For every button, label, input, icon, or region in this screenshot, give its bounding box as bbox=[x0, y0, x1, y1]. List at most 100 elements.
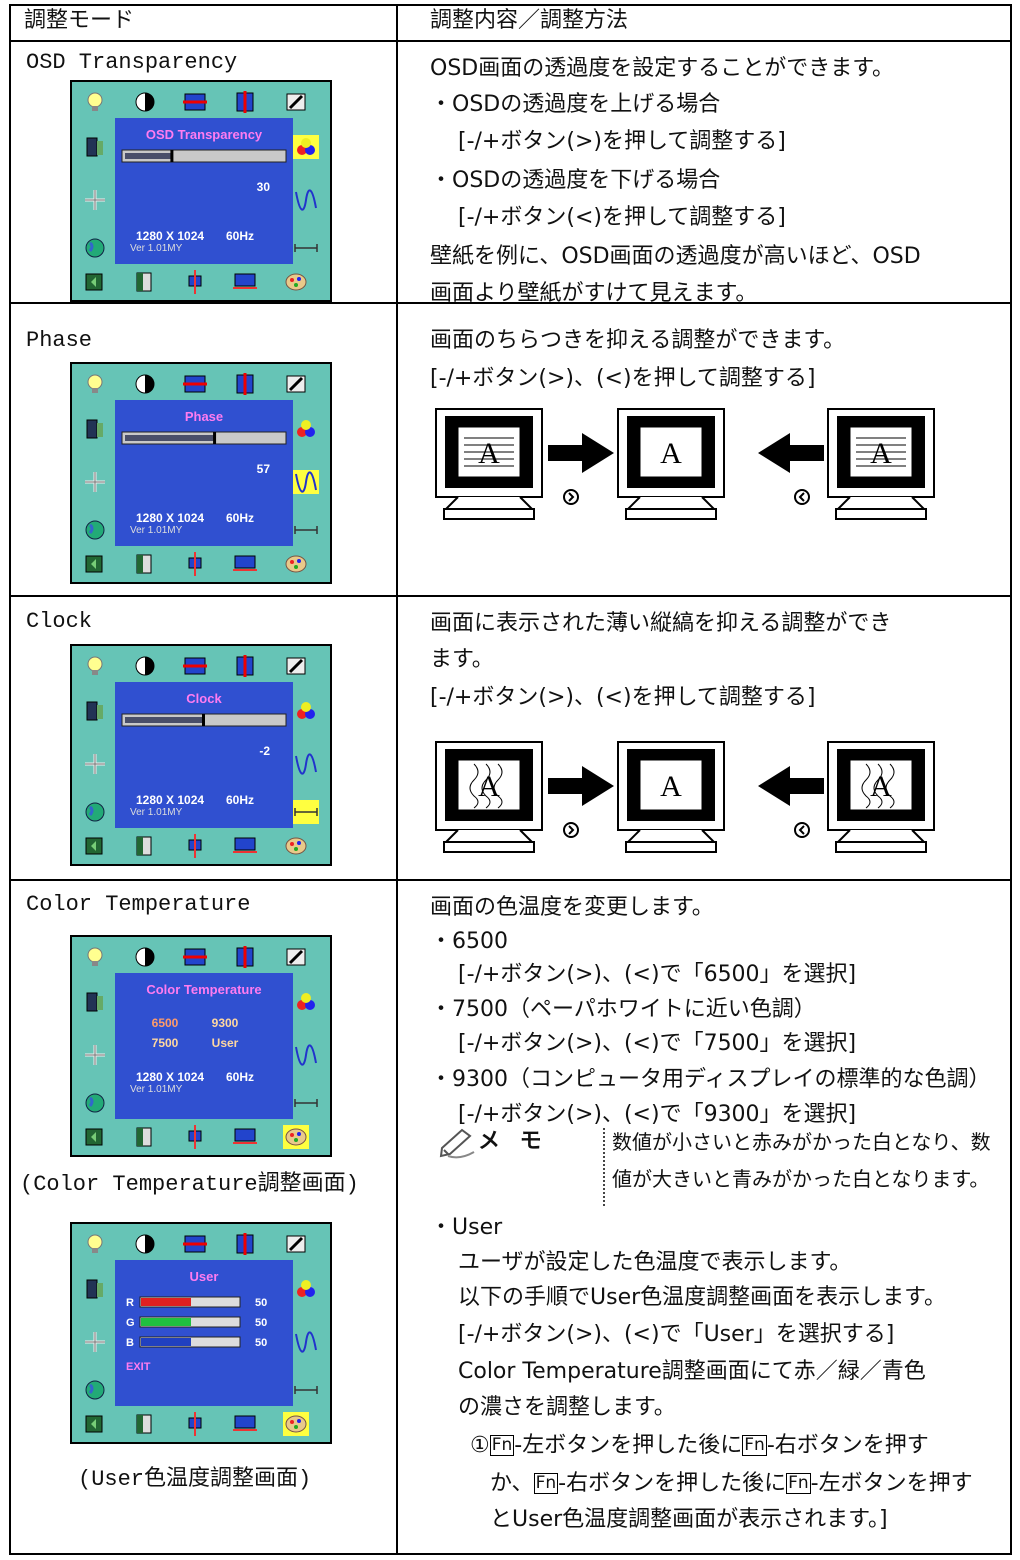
osd-frequency: 60Hz bbox=[226, 511, 254, 525]
mode-label: Phase bbox=[26, 328, 93, 353]
icon bbox=[92, 106, 98, 111]
distortion bbox=[481, 763, 491, 809]
osd-option: 9300 bbox=[212, 1016, 239, 1030]
button-icon bbox=[794, 822, 810, 838]
osd-panel bbox=[115, 118, 293, 264]
monitor-letter: A bbox=[478, 770, 500, 803]
icon bbox=[87, 1234, 103, 1250]
icon bbox=[88, 523, 94, 534]
text-line: ・7500（ペーパホワイトに近い色調） bbox=[430, 997, 816, 1022]
mode-label: Color Temperature bbox=[26, 892, 251, 917]
monitor-stand bbox=[835, 829, 927, 843]
monitor-letter: A bbox=[870, 437, 892, 470]
icon bbox=[86, 419, 98, 439]
osd-value: -2 bbox=[259, 744, 270, 758]
icon bbox=[294, 1138, 298, 1142]
monitor-letter: A bbox=[870, 770, 892, 803]
icon bbox=[88, 805, 94, 816]
icon bbox=[285, 273, 307, 291]
icon bbox=[301, 993, 311, 1003]
icon bbox=[294, 1386, 318, 1394]
osd-version: Ver 1.01MY bbox=[130, 807, 183, 818]
icon bbox=[294, 808, 318, 816]
memo-label: メ モ bbox=[478, 1129, 548, 1154]
icon bbox=[288, 376, 304, 392]
icon bbox=[295, 471, 317, 493]
icon bbox=[137, 1415, 143, 1433]
icon bbox=[288, 94, 304, 110]
icon bbox=[145, 948, 154, 966]
icon bbox=[294, 1425, 298, 1429]
osd-screenshot: Clock -2 1280 X 1024 60Hz Ver 1.01MY bbox=[70, 644, 332, 866]
text-line: の濃さを調整します。 bbox=[458, 1395, 676, 1420]
monitor-screen bbox=[639, 759, 703, 811]
icon bbox=[92, 388, 98, 393]
row-divider bbox=[9, 879, 1012, 881]
distortion bbox=[861, 763, 871, 809]
channel-label: G bbox=[126, 1317, 135, 1329]
monitor-base bbox=[625, 508, 717, 520]
monitor-stand bbox=[625, 496, 717, 510]
osd-option: User bbox=[212, 1036, 239, 1050]
icon bbox=[85, 754, 105, 774]
channel-value: 50 bbox=[255, 1337, 267, 1349]
slider-fill bbox=[125, 153, 173, 159]
text-line: [-/+ボタン(>)、(<)で「7500」を選択] bbox=[458, 1031, 857, 1056]
osd-exit: EXIT bbox=[126, 1361, 151, 1373]
osd-value: 30 bbox=[257, 180, 271, 194]
monitor-base bbox=[443, 841, 535, 853]
osd-frequency: 60Hz bbox=[226, 229, 254, 243]
osd-title: Color Temperature bbox=[146, 982, 261, 997]
icon bbox=[85, 190, 105, 210]
icon bbox=[88, 1096, 94, 1107]
monitor-base bbox=[443, 508, 535, 520]
icon bbox=[137, 273, 143, 291]
channel-fill bbox=[141, 1338, 191, 1346]
distortion bbox=[469, 763, 479, 809]
icon bbox=[86, 137, 98, 157]
icon bbox=[294, 847, 298, 851]
table-border bbox=[1010, 4, 1012, 1555]
icon bbox=[145, 1235, 154, 1253]
osd-version: Ver 1.01MY bbox=[130, 243, 183, 254]
text-line: [-/+ボタン(>)、(<)を押して調整する] bbox=[430, 685, 816, 710]
distortion bbox=[885, 763, 895, 809]
arrow-left bbox=[758, 433, 824, 473]
slider-thumb bbox=[213, 432, 217, 444]
step-text: ① bbox=[470, 1433, 490, 1458]
header-cell: 調整モード bbox=[24, 9, 135, 34]
osd-option: 6500 bbox=[152, 1016, 179, 1030]
button-icon bbox=[794, 489, 810, 505]
step-text: -左ボタンを押す bbox=[810, 1471, 973, 1496]
mode-label: Clock bbox=[26, 609, 93, 634]
text-line: ・OSDの透過度を下げる場合 bbox=[430, 168, 721, 193]
caption: (User色温度調整画面) bbox=[78, 1467, 312, 1492]
text-line: 以下の手順でUser色温度調整画面を表示します。 bbox=[458, 1285, 946, 1310]
text-line: [-/+ボタン(>)を押して調整する] bbox=[458, 129, 786, 154]
icon bbox=[85, 520, 105, 540]
icon bbox=[295, 189, 317, 211]
icon bbox=[234, 555, 256, 569]
icon bbox=[85, 472, 105, 492]
icon bbox=[92, 961, 98, 966]
text-line: [-/+ボタン(>)、(<)で「6500」を選択] bbox=[458, 962, 857, 987]
icon bbox=[87, 947, 103, 963]
arrow-right bbox=[548, 766, 614, 806]
text-line: ます。 bbox=[430, 647, 494, 672]
icon bbox=[285, 1128, 307, 1146]
icon bbox=[137, 837, 143, 855]
key-label: Fn bbox=[489, 1435, 515, 1456]
mode-label: OSD Transparency bbox=[26, 50, 238, 75]
icon bbox=[86, 992, 98, 1012]
icon bbox=[294, 283, 298, 287]
icon bbox=[85, 1380, 105, 1400]
arrow-left bbox=[758, 766, 824, 806]
slider-fill bbox=[125, 717, 204, 723]
icon bbox=[301, 420, 311, 430]
osd-screenshot: OSD Transparency 30 1280 X 1024 60Hz Ver 1.0… bbox=[70, 80, 332, 302]
row-divider bbox=[9, 595, 1012, 597]
text-line: [-/+ボタン(>)、(<)を押して調整する] bbox=[430, 366, 816, 391]
osd-title: Phase bbox=[185, 409, 223, 424]
monitor-base bbox=[625, 841, 717, 853]
